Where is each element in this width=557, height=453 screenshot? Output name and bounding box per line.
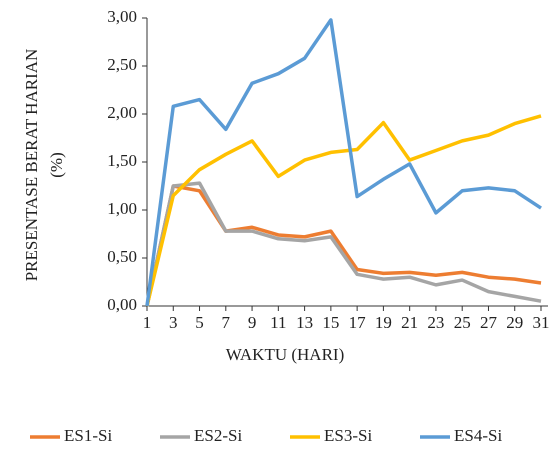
- x-tick-label: 11: [270, 313, 286, 332]
- x-tick-label: 7: [222, 313, 231, 332]
- x-tick-label: 9: [248, 313, 257, 332]
- y-tick-label: 1,00: [107, 199, 137, 218]
- x-tick-label: 23: [427, 313, 444, 332]
- y-tick-label: 0,50: [107, 247, 137, 266]
- x-tick-label: 31: [533, 313, 550, 332]
- x-tick-label: 21: [401, 313, 418, 332]
- x-tick-label: 1: [143, 313, 152, 332]
- x-tick-label: 5: [195, 313, 204, 332]
- x-tick-label: 17: [349, 313, 367, 332]
- y-axis-title: PRESENTASE BERAT HARIAN: [22, 49, 41, 282]
- x-axis-title: WAKTU (HARI): [226, 345, 345, 364]
- y-axis-title: (%): [47, 152, 66, 177]
- line-series: [145, 18, 542, 307]
- y-tick-label: 0,00: [107, 295, 137, 314]
- line-series: [145, 184, 542, 307]
- legend-label: ES4-Si: [454, 426, 502, 445]
- x-tick-label: 13: [296, 313, 313, 332]
- x-tick-label: 29: [506, 313, 523, 332]
- legend-label: ES2-Si: [194, 426, 242, 445]
- legend-label: ES1-Si: [64, 426, 112, 445]
- legend-label: ES3-Si: [324, 426, 372, 445]
- y-tick-label: 1,50: [107, 151, 137, 170]
- x-tick-label: 19: [375, 313, 392, 332]
- line-series: [145, 181, 542, 307]
- x-tick-label: 15: [322, 313, 339, 332]
- y-tick-label: 2,00: [107, 103, 137, 122]
- x-tick-label: 27: [480, 313, 498, 332]
- line-series: [145, 114, 542, 307]
- y-tick-label: 2,50: [107, 55, 137, 74]
- x-tick-label: 25: [454, 313, 471, 332]
- y-tick-label: 3,00: [107, 7, 137, 26]
- x-tick-label: 3: [169, 313, 178, 332]
